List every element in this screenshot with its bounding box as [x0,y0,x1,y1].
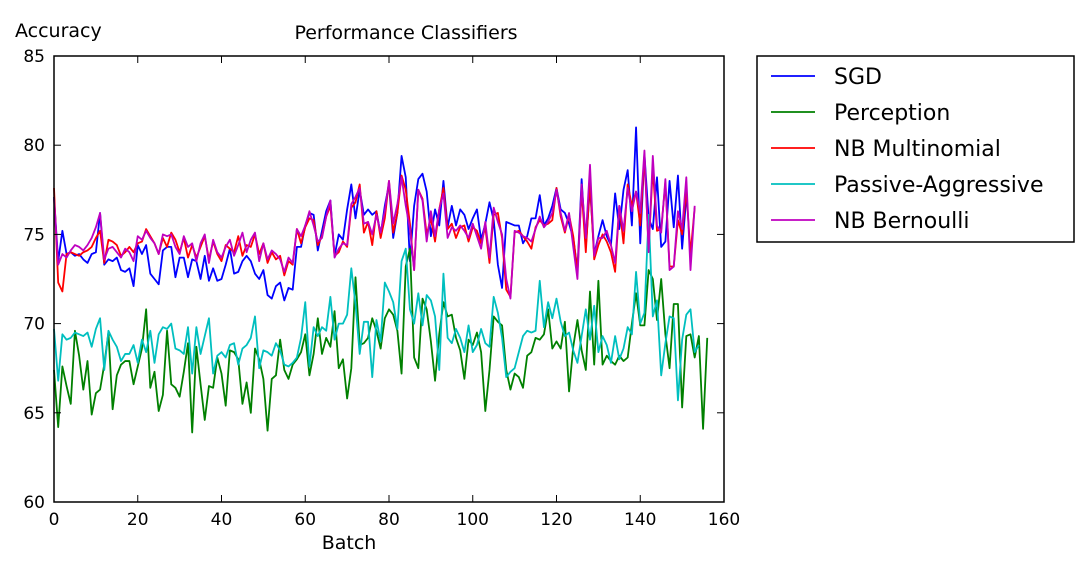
series-line-nb-bernoulli [53,149,696,300]
legend-label-passive-aggressive: Passive-Aggressive [834,173,1043,198]
x-tick-label: 20 [127,510,149,530]
legend-box [756,55,1075,243]
x-tick-label: 40 [211,510,233,530]
x-tick-label: 0 [49,510,60,530]
y-tick-label: 70 [23,315,45,335]
x-tick-label: 60 [294,510,316,530]
plot-frame [53,55,725,503]
x-tick-label: 140 [624,510,656,530]
y-tick-label: 80 [23,136,45,156]
y-tick-label: 65 [23,404,45,424]
y-axis-label: Accuracy [15,20,102,42]
x-axis-label: Batch [322,532,377,554]
y-tick-label: 85 [23,47,45,67]
legend: SGD Perception NB Multinomial Passive-Aggre… [756,55,1075,243]
y-tick-label: 60 [23,493,45,513]
legend-label-sgd: SGD [834,65,882,90]
legend-label-nb-multinomial: NB Multinomial [834,137,1001,162]
legend-label-perception: Perception [834,101,950,126]
chart-title: Performance Classifiers [294,22,517,44]
series-layer [53,126,709,434]
x-tick-label: 120 [540,510,572,530]
x-tick-label: 80 [378,510,400,530]
x-tick-label: 100 [457,510,489,530]
series-line-passive-aggressive [53,213,700,402]
tick-layer: 0 20 40 60 80 100 120 140 160 60 65 70 75 80 85 [23,47,740,530]
x-tick-label: 160 [708,510,740,530]
y-tick-label: 75 [23,225,45,245]
legend-label-nb-bernoulli: NB Bernoulli [834,209,970,234]
series-line-perception [53,247,709,434]
